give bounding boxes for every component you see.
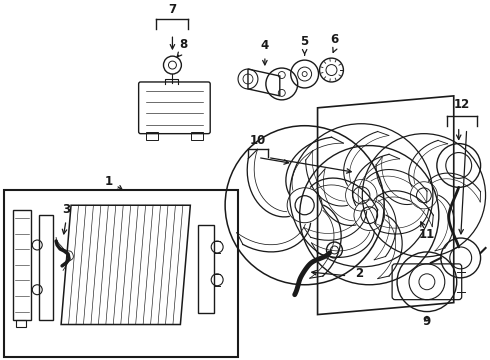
Bar: [4, 190, 238, 357]
Text: 6: 6: [330, 33, 339, 46]
Text: 2: 2: [355, 267, 364, 280]
Text: 7: 7: [169, 3, 176, 17]
Text: 3: 3: [62, 203, 70, 216]
Bar: [39, 215, 53, 320]
Bar: [146, 132, 157, 140]
Text: 8: 8: [179, 38, 188, 51]
Text: 9: 9: [423, 315, 431, 328]
Text: 1: 1: [105, 175, 113, 188]
Bar: [13, 210, 31, 320]
Bar: [16, 320, 26, 328]
Bar: [191, 132, 203, 140]
Text: 5: 5: [300, 35, 309, 48]
Bar: [198, 225, 214, 312]
Text: 4: 4: [261, 39, 269, 52]
Text: 12: 12: [454, 98, 470, 111]
Text: 11: 11: [419, 228, 435, 241]
Text: 10: 10: [250, 134, 266, 147]
